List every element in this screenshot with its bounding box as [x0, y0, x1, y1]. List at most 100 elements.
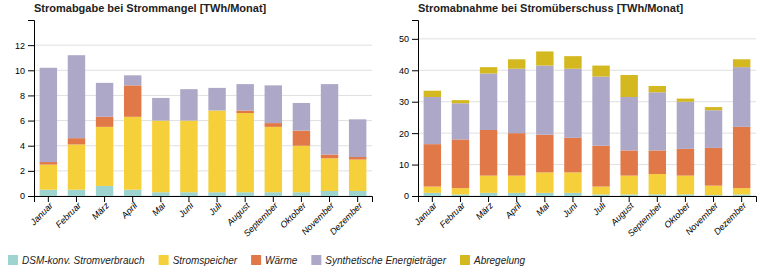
bar	[677, 102, 694, 149]
bar	[677, 176, 694, 195]
bar	[321, 84, 338, 154]
bar	[124, 75, 141, 85]
bar	[265, 85, 282, 123]
bar	[208, 88, 225, 111]
tick-label: Dezember	[328, 200, 365, 237]
bar	[592, 146, 609, 187]
bar	[564, 193, 581, 196]
bar	[564, 172, 581, 192]
bar	[592, 77, 609, 146]
bar	[620, 75, 637, 97]
bar	[452, 188, 469, 194]
tick: Februar	[54, 196, 84, 230]
bar	[592, 187, 609, 195]
bar	[592, 194, 609, 196]
bar	[649, 150, 666, 174]
tick-label: 4	[20, 141, 25, 151]
bar	[452, 139, 469, 188]
bar	[236, 192, 253, 196]
tick-label: 40	[399, 66, 409, 76]
tick: 4	[20, 141, 34, 151]
tick-label: September	[242, 200, 281, 239]
tick: März	[474, 196, 496, 222]
axis-line	[35, 197, 373, 203]
bars	[424, 51, 751, 196]
tick: 0	[404, 191, 418, 201]
bar	[733, 127, 750, 188]
tick: Februar	[438, 196, 468, 230]
bar	[96, 83, 113, 117]
bar	[236, 111, 253, 114]
tick: 50	[399, 34, 418, 44]
bar	[236, 84, 253, 110]
bar	[68, 138, 85, 144]
bar	[649, 86, 666, 92]
tick-label: 6	[20, 116, 25, 126]
tick: 10	[15, 66, 34, 76]
bar	[508, 176, 525, 193]
tick: Juni	[560, 196, 580, 220]
tick: Januar	[28, 196, 56, 228]
bar	[536, 66, 553, 135]
tick: Juli	[590, 196, 608, 218]
grid	[34, 45, 372, 196]
grid-line	[418, 70, 756, 71]
tick: Juli	[206, 196, 224, 218]
x-axis: JanuarFebruarMärzAprilMaiJuniJuliAugustS…	[412, 196, 757, 239]
tick: März	[90, 196, 112, 222]
bar	[480, 67, 497, 73]
bar	[733, 59, 750, 67]
tick: Dezember	[328, 196, 365, 237]
tick-label: 20	[399, 129, 409, 139]
chart-figure: 024681012JanuarFebruarMärzAprilMaiJuniJu…	[0, 0, 768, 272]
bar	[152, 192, 169, 196]
bar-series	[424, 193, 751, 196]
bar	[480, 73, 497, 130]
tick-mark	[412, 165, 418, 166]
axis-line	[412, 21, 419, 197]
bar	[40, 162, 57, 165]
bar	[152, 121, 169, 193]
tick: 10	[399, 160, 418, 170]
tick: Mai	[534, 196, 552, 218]
bar	[293, 192, 310, 196]
legend-label: Wärme	[265, 255, 298, 266]
bar	[293, 131, 310, 146]
tick-label: August	[224, 200, 252, 228]
bar	[68, 190, 85, 196]
bar	[677, 149, 694, 176]
tick-label: Mai	[150, 200, 168, 218]
bar	[649, 174, 666, 194]
tick-label: August	[608, 200, 636, 228]
grid-line	[418, 38, 756, 39]
bar	[349, 157, 366, 160]
legend-item: DSM-konv. Stromverbrauch	[8, 255, 145, 266]
bar	[265, 192, 282, 196]
bar	[452, 100, 469, 103]
tick-label: 0	[20, 191, 25, 201]
tick-label: 0	[404, 191, 409, 201]
tick: 2	[20, 166, 34, 176]
tick-label: 10	[399, 160, 409, 170]
bar	[321, 158, 338, 191]
tick-label: Juli	[206, 200, 224, 218]
bar	[265, 127, 282, 192]
tick-mark	[412, 196, 418, 197]
legend-item: Stromspeicher	[159, 255, 238, 266]
tick: Mai	[150, 196, 168, 218]
legend-item: Abregelung	[460, 255, 526, 266]
tick: Juni	[176, 196, 196, 220]
chart-title: Stromabnahme bei Stromüberschuss [TWh/Mo…	[418, 2, 684, 14]
bar	[236, 113, 253, 192]
axis-line	[419, 197, 757, 203]
tick-label: Juni	[560, 200, 580, 220]
bar	[733, 194, 750, 196]
tick-label: Juli	[590, 200, 608, 218]
tick-label: Juni	[176, 200, 196, 220]
bar	[508, 69, 525, 133]
tick-label: 8	[20, 91, 25, 101]
bar	[321, 191, 338, 196]
tick-label: 30	[399, 97, 409, 107]
grid	[418, 39, 756, 196]
tick: September	[626, 196, 665, 239]
